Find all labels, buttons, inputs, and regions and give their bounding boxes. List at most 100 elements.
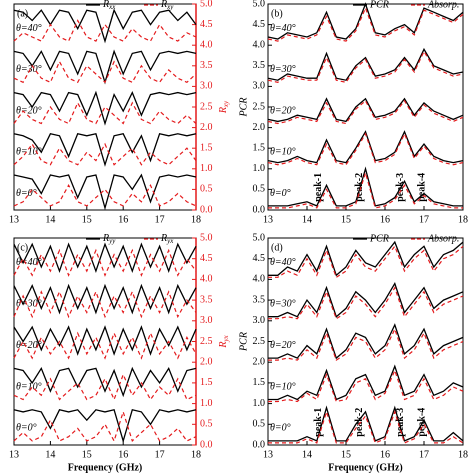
y-tick-label: 1.5 [200, 142, 213, 153]
curve [13, 133, 197, 167]
curve [268, 368, 464, 403]
y-tick-label: 4.0 [253, 274, 266, 285]
curve [13, 409, 197, 444]
y-tick-label: 5.0 [253, 232, 266, 243]
y-tick-label: 5.0 [253, 0, 266, 9]
plot-frame [267, 237, 464, 446]
curve [13, 372, 197, 402]
panel-label: (a) [17, 8, 28, 19]
curve [268, 405, 464, 442]
y-tick-label: 4.0 [200, 39, 213, 50]
angle-label: θ=20° [16, 105, 42, 116]
legend-label: Ryy [102, 233, 116, 244]
curve [268, 166, 463, 207]
peak-label: peak-3 [395, 408, 406, 437]
y-tick-label: 1.0 [253, 163, 266, 174]
panel: 13 14 15 16 17 180.00.51.01.52.02.53.03.54.04… [9, 0, 230, 225]
y-tick-label: 0.5 [253, 419, 266, 430]
legend-label: Absorp. [427, 0, 459, 10]
peak-label: peak-2 [354, 408, 365, 437]
y-tick-label: 3.5 [200, 294, 213, 305]
angle-label: θ=0° [16, 423, 37, 434]
legend-label: Rxy [160, 0, 174, 11]
y-tick-label: 0.0 [253, 204, 266, 215]
curve [267, 47, 464, 81]
x-tick-label: 17 [419, 214, 429, 225]
angle-label: θ=10° [270, 381, 296, 392]
curve [13, 183, 197, 207]
x-tick-label: 15 [341, 449, 351, 460]
angle-label: θ=0° [270, 188, 291, 199]
y-tick-label: 0.5 [200, 419, 213, 430]
curve [268, 286, 464, 320]
angle-label: θ=30° [16, 64, 42, 75]
curve [268, 281, 464, 318]
y-tick-label: 4.0 [253, 39, 266, 50]
angle-label: θ=20° [16, 340, 42, 351]
y-tick-label: 3.5 [200, 60, 213, 71]
y-tick-label: 4.5 [253, 253, 266, 264]
peak-label: peak-1 [313, 408, 324, 437]
angle-label: θ=40° [16, 23, 42, 34]
angle-label: θ=20° [270, 105, 296, 116]
curve [268, 327, 464, 362]
legend-label: Rxx [102, 0, 116, 11]
peak-label: peak-1 [313, 173, 324, 202]
panel-label: (d) [271, 242, 283, 253]
y-axis-label: PCR [238, 98, 249, 118]
y-axis-label: Ryx [218, 334, 229, 348]
angle-label: θ=40° [270, 257, 296, 268]
curve [267, 50, 464, 83]
y-tick-label: 4.5 [253, 19, 266, 30]
panel: 13 14 15 16 17 180.00.51.01.52.02.53.03.54.04… [238, 0, 468, 225]
panel-label: (b) [271, 8, 283, 19]
x-tick-label: 16 [118, 214, 128, 225]
panel: 13 14 15 16 17 180.00.51.01.52.02.53.03.54.04… [9, 232, 230, 473]
peak-label: peak-4 [416, 173, 427, 202]
curve [13, 290, 197, 319]
curve [268, 323, 464, 360]
curve [13, 283, 197, 315]
x-tick-label: 17 [419, 449, 429, 460]
legend-label: Absorp. [427, 233, 459, 244]
y-axis-label: Rxy [218, 100, 229, 114]
angle-label: θ=40° [270, 23, 296, 34]
y-tick-label: 1.0 [200, 398, 213, 409]
angle-label: θ=10° [16, 381, 42, 392]
curve [268, 364, 464, 401]
curve [13, 173, 197, 211]
x-tick-label: 16 [118, 449, 128, 460]
y-tick-label: 0.5 [200, 184, 213, 195]
x-tick-label: 18 [191, 214, 201, 225]
peak-label: peak-4 [416, 408, 427, 437]
y-tick-label: 5.0 [200, 232, 213, 243]
curve [268, 245, 464, 279]
curve [268, 240, 464, 277]
x-tick-label: 14 [45, 449, 55, 460]
angle-label: θ=30° [270, 299, 296, 310]
angle-label: θ=20° [270, 340, 296, 351]
x-tick-label: 14 [302, 214, 312, 225]
x-tick-label: 15 [341, 214, 351, 225]
y-tick-label: 3.5 [253, 60, 266, 71]
y-tick-label: 3.0 [200, 81, 213, 92]
curve [267, 97, 464, 123]
x-axis-label: Frequency (GHz) [328, 462, 403, 473]
y-tick-label: 2.5 [253, 101, 266, 112]
y-tick-label: 0.0 [200, 204, 213, 215]
x-tick-label: 13 [9, 449, 19, 460]
legend-label: Ryx [160, 233, 174, 244]
y-tick-label: 4.5 [200, 19, 213, 30]
y-tick-label: 4.0 [200, 274, 213, 285]
x-tick-label: 16 [380, 449, 390, 460]
y-tick-label: 0.0 [200, 439, 213, 450]
y-tick-label: 1.0 [253, 398, 266, 409]
curve [13, 409, 197, 443]
y-tick-label: 3.0 [253, 315, 266, 326]
y-axis-label: PCR [238, 332, 249, 352]
x-tick-label: 17 [155, 449, 165, 460]
x-tick-label: 16 [380, 214, 390, 225]
curve [13, 366, 197, 398]
angle-label: θ=30° [270, 64, 296, 75]
x-axis-label: Frequency (GHz) [68, 462, 143, 473]
